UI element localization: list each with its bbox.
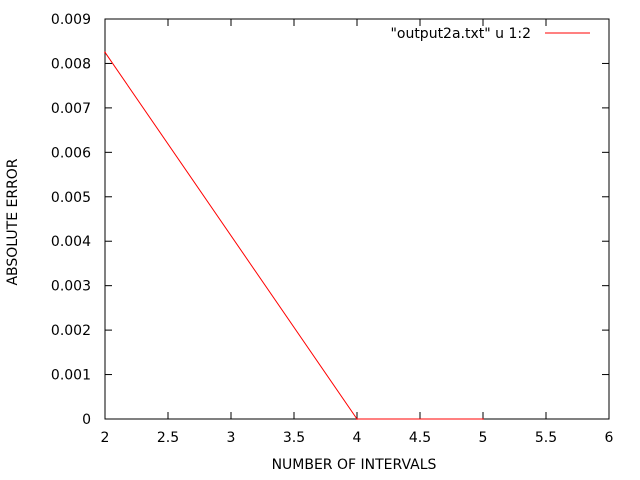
x-axis-label: NUMBER OF INTERVALS <box>272 457 437 473</box>
x-tick-label: 6 <box>605 430 614 446</box>
y-axis-label: ABSOLUTE ERROR <box>5 158 21 285</box>
y-tick-label: 0 <box>82 412 91 428</box>
y-tick-label: 0.003 <box>51 279 91 295</box>
x-tick-label: 5.5 <box>535 430 557 446</box>
y-tick-label: 0.006 <box>51 145 91 161</box>
x-axis: 2 2.5 3 3.5 4 4.5 5 5.5 6 <box>101 19 614 446</box>
data-point <box>356 418 358 420</box>
data-point <box>482 418 484 420</box>
y-tick-label: 0.007 <box>51 101 91 117</box>
legend: "output2a.txt" u 1:2 <box>390 26 590 42</box>
x-tick-label: 4 <box>353 430 362 446</box>
series-line-0 <box>104 52 483 420</box>
y-tick-label: 0.009 <box>51 12 91 28</box>
y-axis: 0 0.001 0.002 0.003 0.004 0.005 0.006 0.007 0.00… <box>51 12 609 428</box>
y-tick-label: 0.002 <box>51 323 91 339</box>
legend-label: "output2a.txt" u 1:2 <box>390 26 531 42</box>
x-tick-label: 3 <box>227 430 236 446</box>
plot-frame <box>104 18 610 420</box>
y-tick-label: 0.001 <box>51 368 91 384</box>
data-point <box>104 51 106 54</box>
y-tick-label: 0.005 <box>51 190 91 206</box>
x-tick-label: 5 <box>479 430 488 446</box>
x-tick-label: 2 <box>101 430 110 446</box>
x-tick-label: 4.5 <box>409 430 431 446</box>
x-tick-label: 3.5 <box>283 430 305 446</box>
y-tick-label: 0.008 <box>51 56 91 72</box>
y-tick-label: 0.004 <box>51 234 91 250</box>
x-tick-label: 2.5 <box>157 430 179 446</box>
series-layer <box>104 51 484 420</box>
